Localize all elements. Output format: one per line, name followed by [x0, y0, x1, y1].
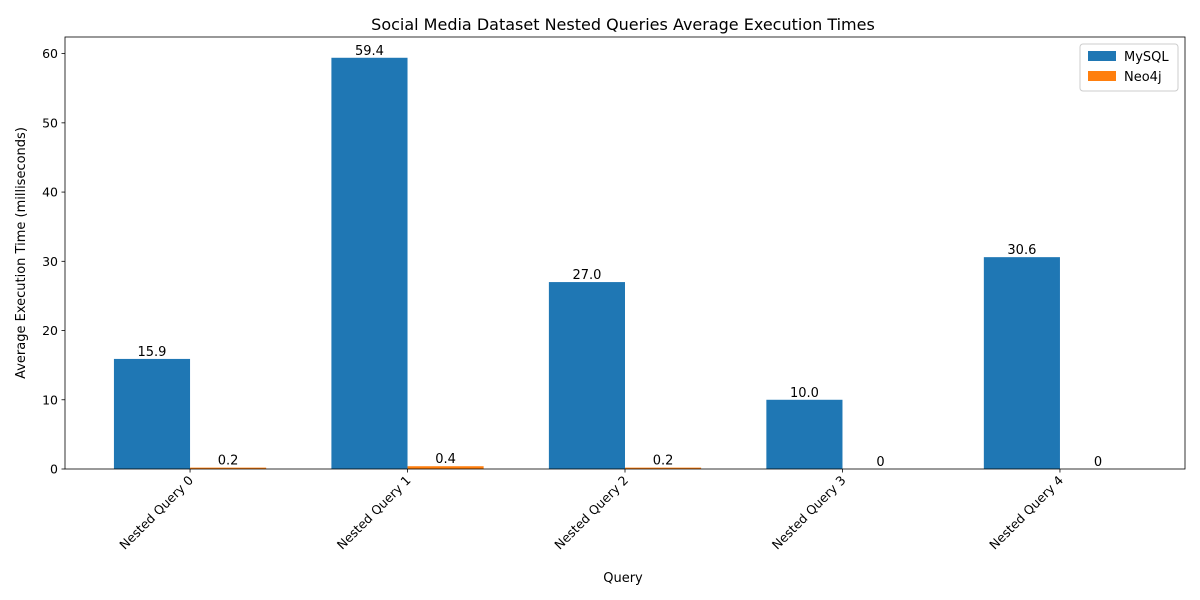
bar-mysql-2 [548, 282, 625, 469]
y-tick-label: 0 [50, 462, 58, 477]
bar-mysql-1 [331, 57, 408, 470]
bar-label-neo4j-4: 0 [1094, 455, 1102, 470]
bar-label-neo4j-3: 0 [876, 455, 884, 470]
bar-mysql-4 [983, 257, 1060, 469]
y-tick-label: 40 [42, 185, 58, 200]
bar-label-mysql-2: 27.0 [572, 268, 601, 283]
x-axis: Nested Query 0 Nested Query 1 Nested Query… [116, 469, 1066, 552]
bar-label-neo4j-2: 0.2 [653, 454, 674, 469]
bar-label-mysql-3: 10.0 [790, 386, 819, 401]
legend-label-mysql: MySQL [1124, 50, 1169, 65]
y-tick-label: 60 [42, 46, 58, 61]
bar-mysql-3 [766, 399, 843, 469]
y-tick-label: 50 [42, 115, 58, 130]
bar-label-mysql-0: 15.9 [138, 345, 167, 360]
x-tick-label: Nested Query 0 [116, 472, 196, 552]
x-tick-label: Nested Query 2 [551, 473, 631, 553]
y-tick-label: 30 [42, 254, 58, 269]
bar-label-mysql-1: 59.4 [355, 44, 384, 59]
x-tick-label: Nested Query 4 [986, 472, 1066, 552]
legend-swatch-neo4j [1088, 71, 1116, 81]
legend: MySQL Neo4j [1079, 43, 1179, 92]
x-tick-label: Nested Query 3 [769, 473, 849, 553]
bar-neo4j-0 [190, 467, 267, 469]
y-axis: 0 10 20 30 40 50 60 [42, 46, 65, 477]
y-tick-label: 10 [42, 392, 58, 407]
y-tick-label: 20 [42, 323, 58, 338]
x-axis-title: Query [603, 571, 643, 586]
plot-area: 15.9 59.4 27.0 10.0 30.6 0.2 0.4 0.2 0 0 [64, 36, 1186, 470]
bar-mysql-0 [113, 358, 191, 469]
x-tick-label: Nested Query 1 [334, 473, 414, 553]
legend-swatch-mysql [1088, 51, 1116, 61]
bar-label-neo4j-1: 0.4 [435, 452, 456, 467]
legend-label-neo4j: Neo4j [1124, 70, 1162, 85]
bar-neo4j-1 [407, 466, 484, 469]
y-axis-title: Average Execution Time (milliseconds) [14, 127, 29, 379]
bar-neo4j-2 [625, 467, 702, 469]
chart-title: Social Media Dataset Nested Queries Aver… [371, 15, 875, 34]
bar-label-neo4j-0: 0.2 [218, 454, 239, 469]
bar-label-mysql-4: 30.6 [1007, 243, 1036, 258]
